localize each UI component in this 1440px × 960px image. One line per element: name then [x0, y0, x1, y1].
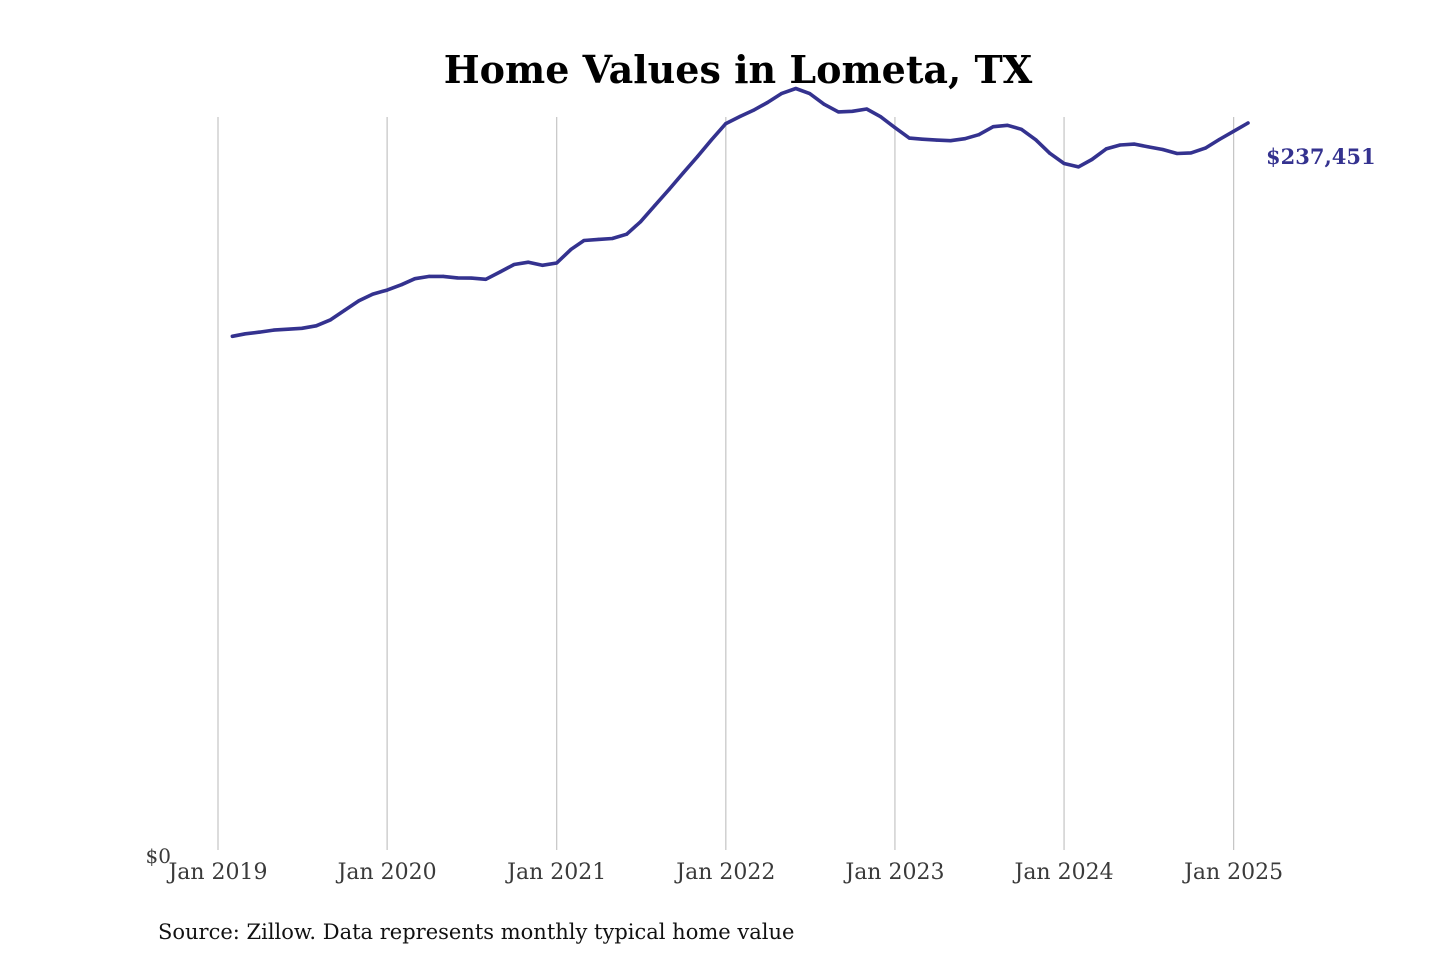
- data-point-60: [1076, 165, 1080, 169]
- data-point-51: [948, 139, 953, 143]
- x-tick-label-2: Jan 2021: [505, 860, 606, 885]
- data-point-11: [385, 288, 389, 292]
- data-point-7: [329, 318, 333, 322]
- data-point-18: [484, 277, 488, 281]
- x-tick-label-6: Jan 2025: [1182, 860, 1283, 885]
- data-point-10: [371, 292, 375, 296]
- data-point-19: [498, 270, 502, 274]
- vertical-gridlines: [217, 117, 1235, 850]
- home-value-series-line: [230, 86, 1250, 339]
- x-tick-label-4: Jan 2023: [843, 860, 944, 885]
- data-point-56: [1019, 127, 1024, 131]
- data-point-63: [1118, 143, 1122, 147]
- x-tick-label-0: Jan 2019: [166, 860, 267, 885]
- data-point-36: [738, 114, 742, 118]
- data-point-49: [920, 137, 924, 141]
- data-point-34: [709, 138, 714, 142]
- data-point-15: [441, 274, 445, 278]
- data-point-42: [822, 102, 826, 106]
- data-point-48: [907, 136, 911, 140]
- data-point-28: [625, 232, 629, 236]
- x-tick-label-1: Jan 2020: [336, 860, 437, 885]
- data-point-37: [751, 108, 755, 112]
- data-point-46: [879, 115, 883, 119]
- data-point-44: [850, 109, 854, 113]
- data-point-23: [555, 261, 559, 265]
- data-point-1: [243, 332, 247, 336]
- data-point-30: [653, 203, 657, 207]
- data-point-45: [865, 107, 869, 111]
- data-point-8: [342, 308, 347, 312]
- data-point-72: [1246, 121, 1250, 125]
- data-point-54: [991, 125, 995, 129]
- data-point-52: [963, 137, 967, 141]
- data-point-59: [1062, 161, 1066, 166]
- data-point-38: [765, 100, 770, 105]
- data-point-0: [230, 334, 234, 338]
- data-point-35: [724, 122, 728, 126]
- data-point-57: [1034, 138, 1038, 142]
- latest-value-label: $237,451: [1266, 144, 1376, 169]
- data-point-62: [1104, 147, 1108, 151]
- data-point-12: [399, 283, 404, 287]
- data-point-26: [596, 237, 601, 241]
- data-point-50: [935, 138, 939, 142]
- data-point-61: [1090, 157, 1094, 162]
- data-point-13: [413, 277, 417, 281]
- data-point-64: [1132, 142, 1137, 146]
- data-point-70: [1217, 137, 1221, 142]
- data-point-22: [540, 263, 544, 267]
- data-point-14: [427, 274, 431, 278]
- data-point-47: [893, 126, 897, 130]
- data-point-3: [272, 328, 276, 332]
- data-point-55: [1005, 123, 1010, 127]
- y-axis-zero-label: $0: [146, 844, 171, 868]
- source-note: Source: Zillow. Data represents monthly …: [158, 920, 794, 944]
- x-tick-label-5: Jan 2024: [1013, 860, 1114, 885]
- chart-title: Home Values in Lometa, TX: [444, 47, 1033, 92]
- data-point-65: [1146, 145, 1150, 149]
- data-point-2: [258, 330, 262, 334]
- data-point-33: [696, 154, 700, 158]
- data-point-17: [469, 276, 473, 280]
- data-point-9: [357, 299, 361, 303]
- data-point-24: [569, 247, 573, 251]
- data-point-32: [681, 171, 685, 175]
- data-point-68: [1189, 151, 1193, 155]
- x-tick-label-3: Jan 2022: [674, 860, 775, 885]
- data-point-58: [1048, 151, 1052, 155]
- data-point-16: [455, 276, 460, 280]
- data-point-40: [794, 86, 798, 91]
- data-point-53: [977, 133, 981, 137]
- data-point-71: [1232, 129, 1236, 133]
- data-point-39: [779, 92, 784, 96]
- data-point-66: [1161, 147, 1165, 152]
- data-point-20: [512, 262, 516, 267]
- x-axis-tick-labels: Jan 2019 Jan 2020 Jan 2021 Jan 2022 Jan 2023…: [166, 860, 1283, 885]
- data-point-69: [1203, 146, 1207, 150]
- data-points: [230, 86, 1250, 338]
- data-point-41: [808, 92, 812, 96]
- data-point-25: [582, 238, 586, 243]
- data-point-31: [667, 187, 671, 191]
- data-point-27: [610, 236, 614, 241]
- data-point-67: [1175, 151, 1179, 156]
- data-point-6: [314, 324, 318, 328]
- data-point-4: [286, 327, 290, 331]
- data-point-29: [639, 220, 643, 224]
- data-point-43: [836, 110, 841, 114]
- data-point-5: [300, 326, 304, 330]
- data-point-21: [526, 260, 531, 264]
